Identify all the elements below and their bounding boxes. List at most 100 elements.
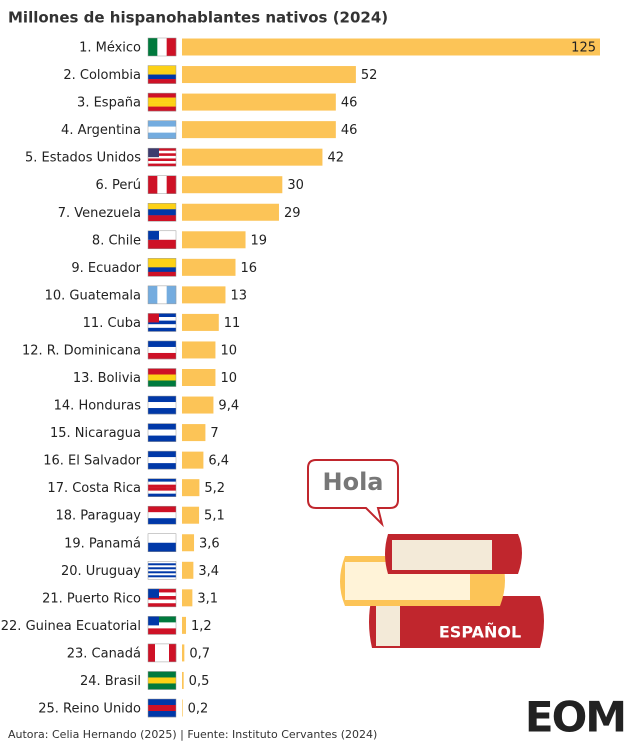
flag — [147, 258, 177, 277]
category-label: 20. Uruguay — [61, 564, 141, 579]
flag-stripe — [169, 643, 177, 662]
flag-stripe — [148, 340, 176, 348]
source: Autora: Celia Hernando (2025) | Fuente: … — [8, 728, 377, 741]
flag-stripe — [148, 575, 176, 578]
flag-stripe — [148, 596, 176, 600]
value-label: 10 — [220, 371, 237, 386]
flag — [147, 203, 177, 222]
flag-stripe — [148, 262, 176, 268]
category-label: 18. Paraguay — [56, 509, 142, 524]
bar — [182, 203, 279, 221]
flag-stripe — [148, 158, 176, 162]
value-label: 29 — [284, 206, 301, 221]
flag-canton — [148, 588, 159, 598]
category-label: 12. R. Dominicana — [22, 343, 141, 358]
value-label: 5,1 — [204, 509, 225, 524]
value-label: 42 — [327, 151, 344, 166]
flag-stripe — [157, 38, 167, 56]
flag-border — [147, 395, 177, 415]
flag-stripe — [148, 148, 176, 151]
flag-stripe — [148, 396, 176, 403]
flag-stripe — [148, 175, 158, 194]
bar — [182, 313, 219, 331]
category-label: 21. Puerto Rico — [42, 591, 141, 606]
flag-border — [147, 533, 177, 552]
flag-stripe — [148, 573, 176, 576]
flag-stripe — [148, 518, 176, 525]
flag-border — [147, 203, 177, 222]
flag-stripe — [148, 163, 176, 167]
bubble-text: Hola — [323, 468, 384, 496]
flag-stripe — [162, 643, 170, 662]
bar — [182, 589, 193, 607]
flag-border — [147, 258, 177, 277]
category-label: 16. El Salvador — [43, 454, 141, 469]
category-label: 9. Ecuador — [71, 261, 141, 276]
value-label: 0,5 — [189, 674, 210, 689]
flag-stripe — [148, 643, 156, 662]
flag-border — [147, 698, 177, 718]
bar — [182, 671, 184, 689]
flag-stripe — [148, 374, 176, 381]
value-label: 11 — [224, 316, 241, 331]
value-label: 7 — [210, 426, 218, 441]
flag-stripe — [148, 258, 176, 264]
flag-stripe — [148, 408, 176, 415]
category-label: 22. Guinea Ecuatorial — [1, 619, 141, 634]
category-label: 4. Argentina — [61, 123, 141, 138]
flag-stripe — [148, 481, 176, 485]
flag — [147, 478, 177, 497]
flag-stripe — [148, 478, 176, 482]
flag-border — [147, 588, 177, 608]
logo: EOM — [525, 693, 625, 742]
flag-border — [147, 478, 177, 497]
flag — [147, 92, 177, 112]
bar — [182, 93, 336, 111]
illustration: Hola ESPAÑOL — [307, 459, 544, 648]
flag-stripe — [166, 38, 177, 56]
flag-stripe — [148, 120, 176, 127]
flag-canton — [148, 313, 159, 323]
flag-stripe — [148, 565, 176, 568]
bar — [182, 369, 216, 386]
value-label: 52 — [361, 68, 378, 83]
value-label: 125 — [571, 41, 596, 56]
flag-stripe — [148, 435, 176, 442]
category-label: 13. Bolivia — [73, 371, 141, 386]
bar — [182, 616, 187, 634]
flag-stripe — [166, 175, 177, 194]
bar — [182, 148, 323, 166]
flag — [147, 561, 177, 580]
flag-stripe — [148, 74, 176, 80]
flag-stripe — [148, 677, 176, 684]
bar — [182, 258, 236, 276]
flag — [147, 588, 177, 608]
value-label: 16 — [241, 261, 258, 276]
value-label: 3,4 — [198, 564, 219, 579]
flag-stripe — [148, 65, 176, 71]
flag — [147, 643, 177, 663]
flag-stripe — [148, 493, 176, 497]
flag-stripe — [148, 38, 158, 56]
flag-canton — [148, 230, 159, 240]
flag-stripe — [148, 267, 176, 273]
flag-border — [147, 561, 177, 580]
value-label: 9,4 — [218, 399, 239, 414]
book-text: ESPAÑOL — [439, 623, 521, 642]
flag-stripe — [148, 313, 176, 318]
flag-border — [147, 230, 177, 250]
flag-stripe — [148, 271, 176, 277]
flag-stripe — [148, 346, 176, 354]
flag — [147, 671, 177, 690]
flag-stripe — [148, 215, 176, 222]
bar — [182, 451, 204, 469]
bar — [182, 121, 336, 139]
value-label: 46 — [341, 123, 358, 138]
flag-stripe — [148, 567, 176, 570]
flag-stripe — [148, 603, 176, 608]
flag-stripe — [148, 161, 176, 164]
flag-stripe — [148, 487, 176, 491]
chart-title: Millones de hispanohablantes nativos (20… — [8, 9, 388, 27]
flag-stripe — [148, 490, 176, 494]
book-bottom — [369, 596, 544, 648]
